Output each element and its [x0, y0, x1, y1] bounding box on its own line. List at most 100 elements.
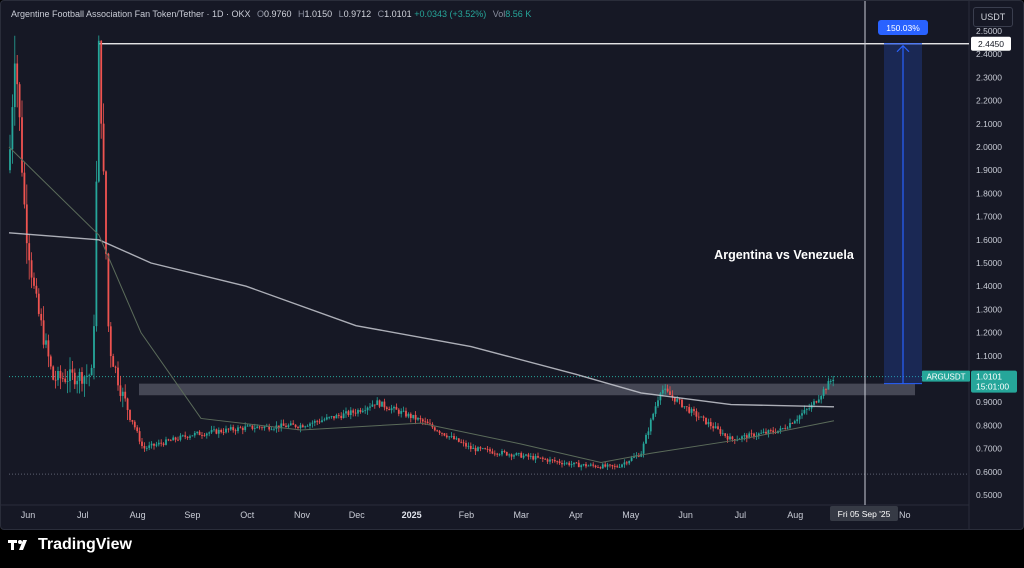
candle-body — [532, 455, 535, 460]
candle-body — [297, 427, 299, 428]
candle-body — [556, 461, 559, 463]
candle-body — [803, 409, 806, 414]
candle-body — [825, 389, 827, 391]
candle-body — [697, 416, 700, 418]
candle-body — [724, 433, 727, 436]
candle-body — [611, 465, 614, 467]
candle-body — [450, 436, 453, 437]
x-tick-label: Jul — [735, 510, 747, 520]
candle-body — [162, 443, 165, 445]
candle-body — [561, 463, 563, 465]
candle-body — [789, 422, 791, 428]
candle-body — [393, 406, 395, 409]
candle-body — [18, 84, 21, 118]
candle-body — [421, 419, 424, 422]
candle-body — [330, 416, 333, 417]
candle-body — [438, 431, 441, 433]
candle-body — [347, 411, 350, 416]
candle-body — [813, 401, 815, 405]
candle-body — [472, 447, 475, 449]
candle-body — [114, 366, 117, 368]
chart-canvas[interactable]: 2.5000 2.4000 2.3000 2.2000 2.1000 2.0000 1.90… — [1, 1, 1024, 530]
candle-body — [189, 436, 191, 438]
candle-body — [220, 429, 223, 433]
countdown-tag: 15:01:00 — [976, 382, 1009, 392]
candle-body — [203, 435, 206, 437]
volume-value: 8.56 K — [505, 9, 532, 19]
candle-body — [11, 107, 14, 150]
candle-body — [234, 430, 237, 432]
candle-body — [630, 457, 633, 461]
candle-body — [126, 398, 129, 410]
candle-body — [138, 431, 141, 442]
measure-label: 150.03% — [886, 23, 920, 33]
chart-panel[interactable]: 2.5000 2.4000 2.3000 2.2000 2.1000 2.0000 1.90… — [0, 0, 1024, 530]
candle-body — [249, 425, 251, 427]
candle-body — [33, 277, 35, 286]
candle-body — [645, 435, 647, 444]
candle-body — [167, 439, 170, 441]
candle-body — [325, 417, 328, 420]
candle-body — [491, 451, 494, 454]
candle-body — [498, 454, 501, 456]
candle-body — [750, 433, 753, 435]
candle-body — [462, 442, 465, 444]
candle-body — [616, 466, 619, 468]
candle-body — [525, 454, 527, 456]
candle-body — [820, 396, 823, 400]
y-tick-label: 0.6000 — [976, 467, 1002, 477]
candle-body — [301, 425, 304, 428]
currency-button[interactable]: USDT — [973, 7, 1013, 27]
candle-body — [786, 427, 789, 429]
candle-body — [191, 435, 194, 437]
candle-body — [16, 63, 19, 85]
candle-body — [400, 411, 403, 414]
candle-body — [695, 411, 698, 417]
candle-body — [585, 464, 587, 467]
horizontal-line-tag — [971, 36, 1011, 51]
candle-body — [642, 443, 645, 454]
candle-body — [299, 425, 302, 428]
candle-body — [169, 440, 172, 442]
candle-body — [215, 429, 218, 434]
candle-body — [217, 429, 220, 434]
candle-body — [13, 63, 16, 108]
candle-body — [412, 414, 415, 419]
candle-body — [357, 410, 359, 414]
candle-body — [133, 421, 136, 428]
x-tick-label: Sep — [184, 510, 200, 520]
candle-body — [772, 430, 775, 433]
y-tick-label: 2.4000 — [976, 49, 1002, 59]
candle-body — [808, 408, 811, 410]
y-tick-label: 1.8000 — [976, 188, 1002, 198]
candle-body — [496, 453, 499, 455]
y-tick-label: 1.2000 — [976, 328, 1002, 338]
candle-body — [373, 404, 376, 406]
candle-body — [729, 436, 731, 440]
candle-body — [102, 123, 105, 172]
symbol-title[interactable]: Argentine Football Association Fan Token… — [11, 9, 251, 19]
volume-label: Vol — [492, 9, 506, 19]
candle-body — [457, 438, 460, 442]
candle-body — [484, 448, 487, 450]
candle-body — [798, 415, 801, 420]
candle-body — [349, 410, 352, 416]
candle-body — [623, 462, 626, 465]
candle-body — [726, 435, 729, 440]
candle-body — [604, 464, 607, 467]
close-value: 1.0101 — [384, 9, 412, 19]
candle-body — [469, 445, 472, 449]
candle-body — [309, 423, 311, 426]
candle-body — [181, 435, 184, 437]
y-tick-label: 0.5000 — [976, 490, 1002, 500]
y-tick-label: 2.2000 — [976, 96, 1002, 106]
candle-body — [594, 465, 597, 468]
candle-body — [551, 459, 554, 461]
candle-body — [83, 376, 86, 384]
candle-body — [700, 416, 703, 418]
candle-body — [599, 467, 602, 469]
candle-body — [503, 451, 506, 453]
candle-body — [553, 459, 556, 462]
candle-body — [304, 426, 307, 428]
candle-body — [769, 430, 772, 431]
